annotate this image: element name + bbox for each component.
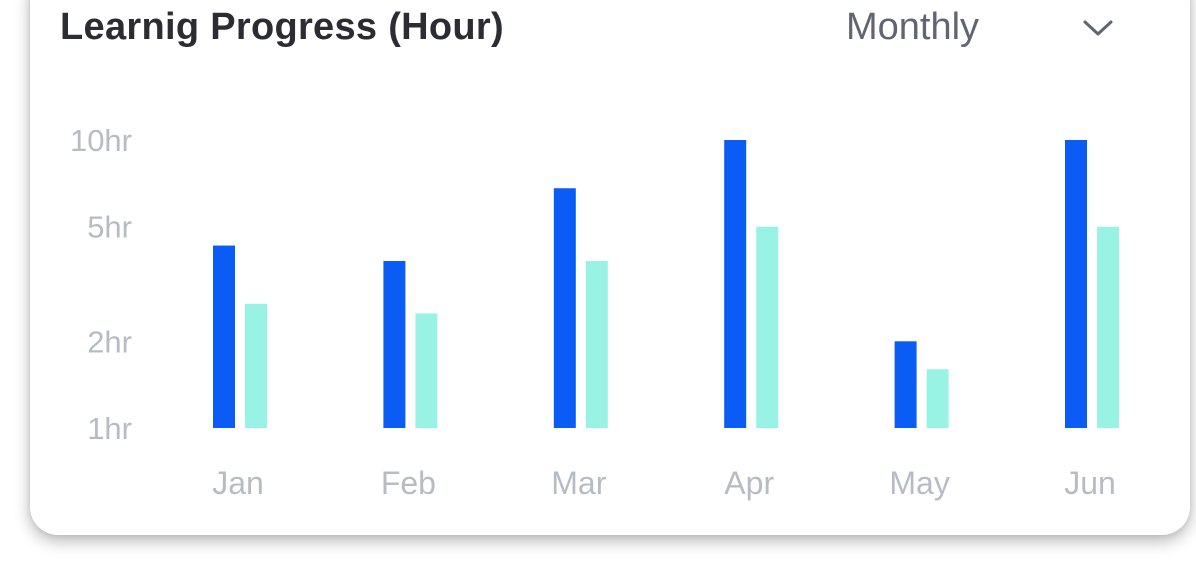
y-tick-label: 2hr — [87, 324, 132, 359]
y-tick-label: 5hr — [87, 210, 132, 245]
chevron-down-icon[interactable] — [1082, 18, 1114, 38]
x-tick-label: Apr — [724, 465, 774, 501]
x-tick-label: May — [889, 465, 949, 501]
x-tick-label: Jan — [212, 465, 264, 501]
bar-feb-series-1[interactable] — [383, 261, 406, 428]
bar-jun-series-1[interactable] — [1065, 140, 1087, 428]
bar-jan-series-2[interactable] — [245, 303, 267, 428]
bar-jan-series-1[interactable] — [213, 245, 235, 428]
bar-apr-series-1[interactable] — [724, 140, 747, 428]
bar-jun-series-2[interactable] — [1097, 226, 1119, 428]
bar-mar-series-2[interactable] — [585, 261, 608, 428]
bar-mar-series-1[interactable] — [553, 188, 576, 428]
x-tick-label: Jun — [1064, 465, 1116, 501]
bar-may-series-2[interactable] — [926, 369, 949, 428]
bar-may-series-1[interactable] — [894, 341, 917, 428]
bar-feb-series-2[interactable] — [415, 313, 438, 428]
bar-apr-series-2[interactable] — [756, 226, 779, 428]
x-tick-label: Feb — [381, 465, 436, 501]
y-tick-label: 10hr — [70, 123, 132, 158]
x-tick-label: Mar — [551, 465, 606, 501]
period-dropdown[interactable]: Monthly — [846, 6, 980, 48]
chart-title: Learnig Progress (Hour) — [60, 6, 504, 48]
y-tick-label: 1hr — [87, 411, 132, 446]
